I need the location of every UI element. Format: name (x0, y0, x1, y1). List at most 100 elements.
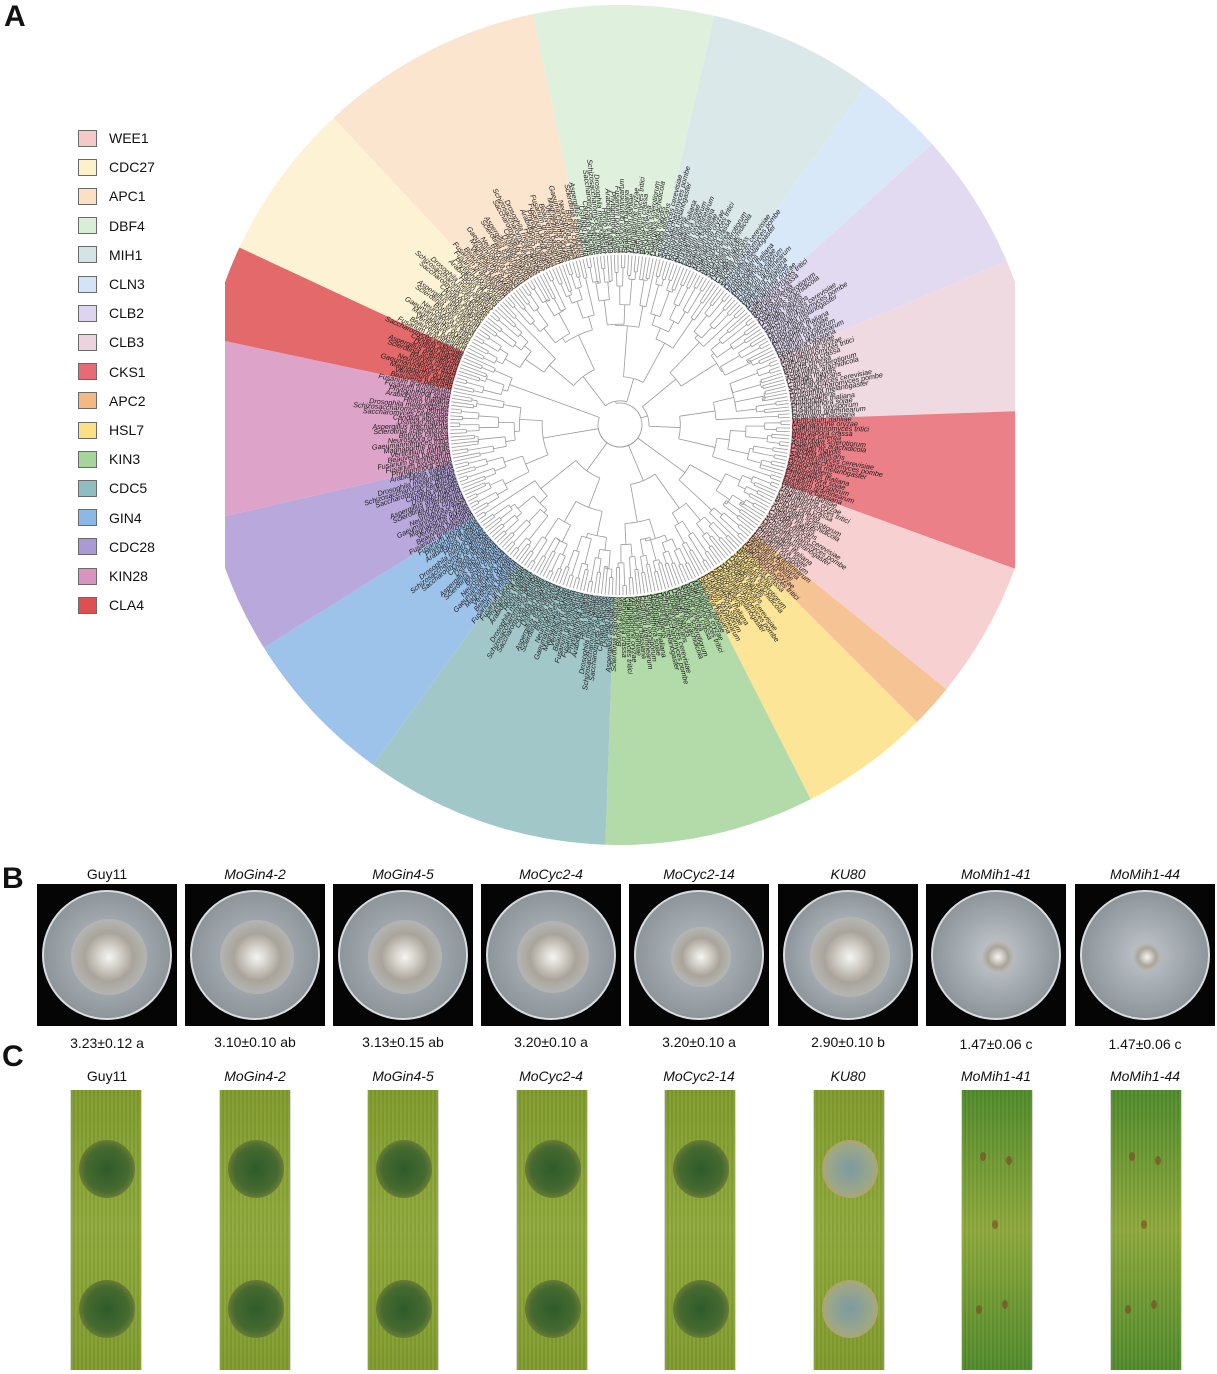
legend-item-wee1: WEE1 (78, 128, 149, 148)
legend-swatch (78, 479, 97, 497)
small-brown-spot (1129, 1152, 1135, 1161)
rice-leaf-photo (813, 1090, 885, 1370)
leaf-label: Gaeumannomyces tritici (792, 423, 870, 433)
legend-item-cdc27: CDC27 (78, 157, 155, 177)
fungal-colony (810, 917, 890, 997)
fungal-colony (368, 920, 442, 994)
legend-item-cdc28: CDC28 (78, 537, 155, 557)
legend-label: WEE1 (109, 130, 149, 146)
strain-label-b: MoMih1-44 (1109, 866, 1181, 882)
fungal-colony (517, 921, 589, 993)
strain-label-c: MoMih1-41 (960, 1068, 1032, 1084)
leaf-label: Magnaporthe oryzae (792, 419, 858, 428)
leaf-label: Gaeumannomyces tritici (623, 597, 635, 675)
strain-label-b: MoCyc2-4 (519, 866, 583, 882)
leaf-label: Neurospora crassa (387, 432, 448, 445)
legend-label: GIN4 (109, 509, 142, 526)
blast-lesion (79, 1140, 135, 1198)
clade-sector-cla4 (225, 247, 485, 394)
blast-lesion (673, 1280, 729, 1338)
strain-label-c: MoGin4-5 (372, 1068, 434, 1084)
petri-dish (338, 890, 468, 1020)
clade-sector-kin3 (605, 558, 811, 845)
leaf-label: Aspergillus arachidicola (604, 597, 616, 674)
strain-label-b: MoCyc2-14 (663, 866, 735, 882)
blast-lesion (525, 1280, 581, 1338)
colony-diameter-value: 1.47±0.06 c (1108, 1036, 1182, 1052)
petri-plate-photo (778, 884, 918, 1026)
legend-item-apc2: APC2 (78, 391, 146, 411)
legend-label: CDC28 (109, 538, 155, 555)
clade-sector-cdc5 (373, 546, 615, 845)
clade-sector-clb2 (731, 143, 1007, 367)
legend-swatch (78, 392, 97, 410)
colony-diameter-value: 3.20±0.10 a (662, 1034, 736, 1050)
legend-label: APC1 (109, 188, 146, 205)
petri-plate-photo (185, 884, 325, 1026)
leaf-label: Fusarium graminearum (616, 179, 626, 253)
leaf-label: Botrytis cinerea (791, 430, 841, 442)
panel-label-c: C (2, 1040, 24, 1073)
strain-label-c: Guy11 (86, 1068, 128, 1084)
clade-sector-wee1 (736, 476, 1015, 690)
small-brown-spot (976, 1305, 982, 1314)
rice-leaf-photo (219, 1090, 291, 1370)
rice-leaf-photo (70, 1090, 142, 1370)
leaf-label: Ustilago maydis (397, 417, 448, 427)
clade-sector-hsl7 (688, 531, 917, 800)
leaf-label: Fusarium oxysporum (613, 186, 623, 253)
legend-swatch (78, 538, 97, 556)
legend-swatch (78, 246, 97, 264)
petri-dish (634, 890, 764, 1020)
blast-lesion (525, 1140, 581, 1198)
leaf-label: Aspergillus arachidicola (371, 421, 448, 431)
clade-sector-kin28 (225, 341, 474, 517)
fungal-colony (71, 919, 147, 995)
clade-sector-cdc28 (225, 458, 493, 648)
legend-swatch (78, 567, 97, 585)
clade-sector-cln3 (708, 85, 933, 325)
blast-lesion (822, 1280, 878, 1338)
legend-swatch (78, 187, 97, 205)
legend-label: CLB2 (109, 305, 145, 322)
clade-sector-mih1 (653, 15, 867, 304)
leaf-label: Botrytis cinerea (398, 429, 448, 440)
clade-sector-gin4 (263, 504, 532, 765)
leaf-label: Neurospora crassa (792, 427, 853, 438)
small-brown-spot (1151, 1300, 1157, 1309)
colony-diameter-value: 3.10±0.10 ab (214, 1034, 296, 1050)
legend-swatch (78, 304, 97, 322)
strain-label-c: MoCyc2-14 (663, 1068, 735, 1084)
rice-leaf-photo (961, 1090, 1033, 1370)
legend-item-mih1: MIH1 (78, 245, 142, 265)
legend-item-cln3: CLN3 (78, 274, 145, 294)
strain-label-b: KU80 (830, 866, 866, 882)
strain-label-c: MoMih1-44 (1109, 1068, 1181, 1084)
small-brown-spot (980, 1152, 986, 1161)
strain-label-b: MoGin4-5 (372, 866, 434, 882)
legend-item-dbf4: DBF4 (78, 216, 145, 236)
small-brown-spot (1002, 1300, 1008, 1309)
legend-swatch (78, 363, 97, 381)
strain-label-c: MoCyc2-4 (519, 1068, 583, 1084)
legend-item-kin28: KIN28 (78, 566, 148, 586)
petri-dish (486, 890, 616, 1020)
legend-label: CDC5 (109, 480, 148, 497)
fungal-colony (220, 920, 294, 994)
tree-branches (450, 255, 791, 596)
legend-swatch (78, 450, 97, 468)
legend-swatch (78, 509, 97, 527)
leaf-label: Botrytis cinerea (614, 597, 623, 647)
legend-label: KIN3 (109, 451, 141, 468)
legend-label: CDC27 (109, 159, 155, 176)
clade-sector-cks1 (760, 411, 1015, 569)
petri-plate-photo (37, 884, 177, 1026)
petri-plate-photo (926, 884, 1066, 1026)
fungal-colony (671, 927, 731, 987)
rice-leaf-photo (664, 1090, 736, 1370)
leaf-label: Candida albicans (393, 412, 449, 423)
small-brown-spot (1125, 1305, 1131, 1314)
legend-label: CLA4 (109, 597, 145, 614)
small-brown-spot (1155, 1156, 1161, 1165)
